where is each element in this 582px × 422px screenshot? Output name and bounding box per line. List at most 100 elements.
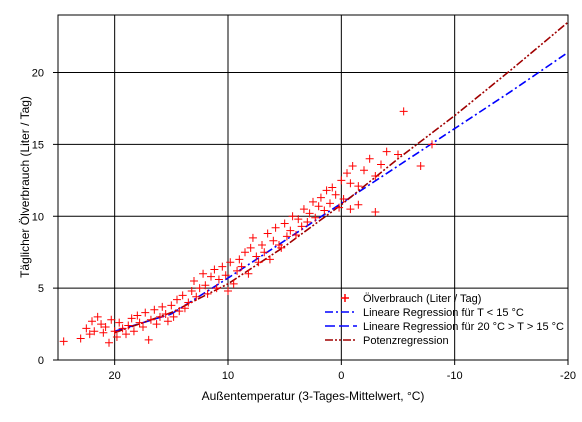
scatter-points <box>59 107 436 347</box>
legend-label: Potenzregression <box>363 335 449 347</box>
scatter-point <box>122 330 130 339</box>
scatter-point <box>292 230 300 239</box>
scatter-point <box>99 328 108 337</box>
scatter-point <box>244 269 253 278</box>
scatter-point <box>233 266 242 275</box>
legend: Ölverbrauch (Liter / Tag) Lineare Regress… <box>325 293 564 347</box>
scatter-point <box>85 330 94 339</box>
scatter-point <box>110 327 119 336</box>
scatter-point <box>141 308 150 317</box>
plot-frame <box>57 14 569 361</box>
scatter-point <box>90 327 99 336</box>
scatter-point <box>129 327 138 336</box>
scatter-point <box>203 289 212 298</box>
scatter-point <box>226 258 235 267</box>
scatter-point <box>146 315 155 324</box>
scatter-point <box>277 243 286 252</box>
x-tick-label: -10 <box>447 370 463 382</box>
scatter-point <box>314 202 323 211</box>
scatter-point <box>93 312 102 321</box>
scatter-point <box>254 258 263 267</box>
scatter-point <box>269 236 278 245</box>
scatter-point <box>309 197 317 206</box>
scatter-point <box>382 147 391 156</box>
scatter-point <box>394 150 402 159</box>
scatter-point <box>221 271 230 280</box>
scatter-point <box>258 241 266 249</box>
scatter-point <box>322 186 331 195</box>
scatter-point <box>371 172 380 180</box>
scatter-point <box>135 318 144 327</box>
scatter-point <box>158 302 167 311</box>
x-tick-label: 0 <box>338 370 344 382</box>
scatter-point <box>224 287 232 295</box>
scatter-point <box>112 333 121 341</box>
scatter-point <box>169 312 178 321</box>
scatter-point <box>192 292 201 301</box>
scatter-point <box>335 203 344 212</box>
scatter-point <box>377 160 385 169</box>
scatter-point <box>218 262 227 271</box>
scatter-point <box>144 335 153 344</box>
scatter-point <box>167 301 176 310</box>
scatter-point <box>305 209 314 218</box>
scatter-point <box>105 338 113 347</box>
scatter-point <box>163 317 172 326</box>
scatter-point <box>365 154 374 163</box>
x-axis-title: Außentemperatur (3-Tages-Mittelwert, °C) <box>202 389 425 403</box>
scatter-point <box>124 321 133 330</box>
scatter-point <box>237 262 246 271</box>
scatter-point <box>271 223 280 232</box>
scatter-point <box>107 315 116 324</box>
scatter-point <box>282 232 291 241</box>
scatter-point <box>201 281 210 290</box>
scatter-point <box>248 233 257 242</box>
scatter-point <box>152 320 161 329</box>
scatter-point <box>199 269 208 278</box>
scatter-point <box>88 317 96 326</box>
legend-label: Lineare Regression für T < 15 °C <box>363 307 524 319</box>
axis-ticks: 20 10 0 -10 -20 0 5 10 15 20 <box>32 68 576 383</box>
y-tick-label: 0 <box>38 355 44 367</box>
scatter-point <box>294 215 303 224</box>
x-tick-label: -20 <box>560 370 576 382</box>
scatter-point <box>115 318 124 327</box>
scatter-point <box>399 107 408 116</box>
scatter-point <box>156 312 164 321</box>
scatter-point <box>161 310 170 318</box>
scatter-point <box>76 334 85 343</box>
y-tick-label: 5 <box>38 283 44 295</box>
x-tick-label: 10 <box>222 370 234 382</box>
scatter-point <box>297 222 306 231</box>
scatter-point <box>343 169 351 178</box>
scatter-point <box>214 275 223 284</box>
scatter-point <box>139 322 147 331</box>
scatter-point <box>187 287 196 295</box>
x-tick-label: 20 <box>109 370 121 382</box>
scatter-point <box>348 161 357 170</box>
scatter-point <box>195 284 204 293</box>
y-axis-title: Täglicher Ölverbrauch (Liter / Tag) <box>18 96 32 278</box>
scatter-point <box>246 243 255 252</box>
scatter-point <box>190 276 198 285</box>
scatter-point <box>328 183 337 192</box>
scatter-point <box>210 265 219 274</box>
scatter-point <box>371 207 380 216</box>
y-tick-label: 15 <box>32 139 44 151</box>
scatter-point <box>354 182 363 191</box>
scatter-point <box>133 311 142 320</box>
scatter-point <box>288 212 297 221</box>
scatter-point <box>354 200 363 209</box>
scatter-point <box>97 320 106 329</box>
scatter-point <box>175 307 184 316</box>
scatter-point <box>263 229 272 238</box>
y-tick-label: 10 <box>32 211 44 223</box>
scatter-point <box>150 305 159 314</box>
scatter-point <box>311 213 320 222</box>
scatter-point <box>180 304 189 313</box>
regression-line <box>114 21 569 334</box>
scatter-point <box>118 324 127 333</box>
scatter-point <box>229 279 238 288</box>
scatter-point <box>178 291 187 300</box>
